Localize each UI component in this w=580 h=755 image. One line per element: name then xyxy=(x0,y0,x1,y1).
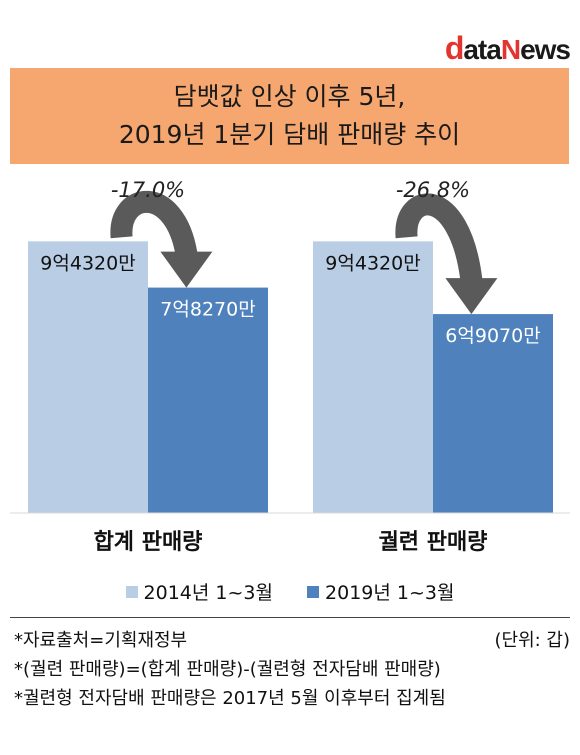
note-unit: (단위: 갑) xyxy=(494,630,570,651)
legend-label-2019: 2019년 1~3월 xyxy=(325,582,455,604)
change-annotation-1: -26.8% xyxy=(396,178,470,202)
change-arrow-0 xyxy=(110,190,198,256)
footnotes: *자료출처=기획재정부 (단위: 갑) *(궐련 판매량)=(합계 판매량)-(… xyxy=(14,626,570,713)
legend-item-2019: 2019년 1~3월 xyxy=(307,578,454,605)
note-definition: *(궐련 판매량)=(합계 판매량)-(궐련형 전자담배 판매량) xyxy=(14,659,441,680)
legend-swatch-2019 xyxy=(307,586,320,598)
bar-0-0 xyxy=(28,241,148,513)
title-banner: 담뱃값 인상 이후 5년, 2019년 1분기 담배 판매량 추이 xyxy=(10,68,569,164)
data-label-0-0: 9억4320만 xyxy=(40,252,135,274)
category-label-1: 궐련 판매량 xyxy=(379,530,488,555)
datanews-logo: dataNews xyxy=(444,30,571,66)
legend: 2014년 1~3월 2019년 1~3월 xyxy=(0,578,580,605)
change-arrowhead-0 xyxy=(160,251,213,288)
legend-label-2014: 2014년 1~3월 xyxy=(143,582,273,604)
change-arrow-1 xyxy=(395,193,483,282)
data-label-0-1: 7억8270만 xyxy=(160,299,255,321)
title-line-1: 담뱃값 인상 이후 5년, xyxy=(173,82,406,111)
category-label-0: 합계 판매량 xyxy=(94,529,203,555)
change-annotation-0: -17.0% xyxy=(111,178,185,202)
title-line-2: 2019년 1분기 담배 판매량 추이 xyxy=(118,120,461,149)
bar-1-0 xyxy=(313,241,433,513)
notes-divider xyxy=(10,617,570,618)
bar-0-1 xyxy=(148,287,268,513)
legend-item-2014: 2014년 1~3월 xyxy=(125,578,273,605)
note-source-row: *자료출처=기획재정부 (단위: 갑) xyxy=(14,626,570,655)
legend-swatch-2014 xyxy=(125,586,138,598)
data-label-1-0: 9억4320만 xyxy=(325,252,420,274)
data-label-1-1: 6억9070만 xyxy=(445,325,540,347)
change-arrowhead-1 xyxy=(445,278,498,315)
bar-1-1 xyxy=(433,314,553,513)
note-collection: *궐련형 전자담배 판매량은 2017년 5월 이후부터 집계됨 xyxy=(14,688,446,709)
note-source: *자료출처=기획재정부 xyxy=(14,630,188,651)
